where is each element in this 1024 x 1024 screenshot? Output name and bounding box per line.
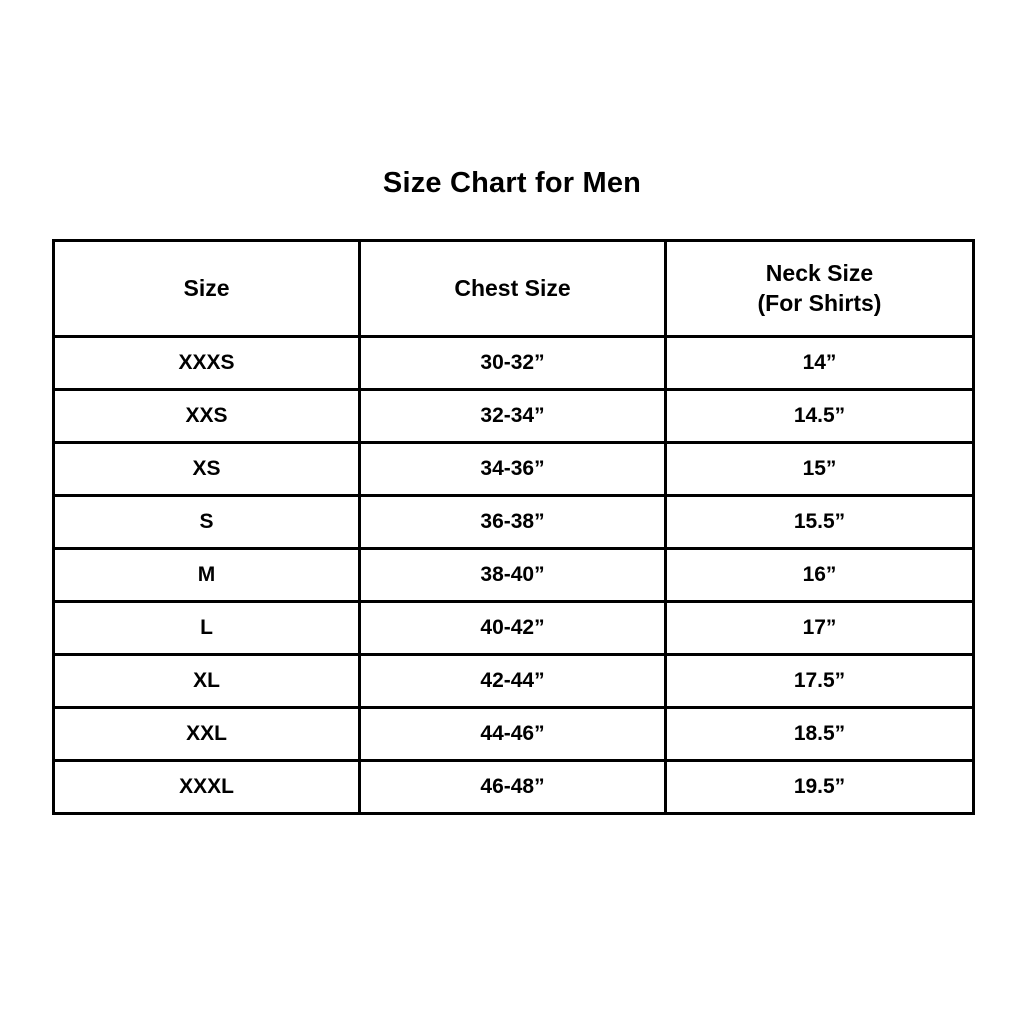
cell-size: XXS (52, 388, 361, 444)
cell-chest: 34-36” (358, 441, 667, 497)
cell-chest: 36-38” (358, 494, 667, 550)
cell-size: XXXS (52, 335, 361, 391)
column-header-size-label: Size (183, 274, 230, 301)
table-row: L 40-42” 17” (52, 600, 975, 656)
cell-neck: 14” (664, 335, 975, 391)
column-header-chest-label: Chest Size (454, 274, 571, 301)
cell-chest: 44-46” (358, 706, 667, 762)
cell-size: XXL (52, 706, 361, 762)
table-row: XXXL 46-48” 19.5” (52, 759, 975, 815)
column-header-size: Size (52, 239, 361, 338)
cell-size: L (52, 600, 361, 656)
cell-neck: 17.5” (664, 653, 975, 709)
table-row: XXXS 30-32” 14” (52, 335, 975, 391)
cell-neck: 18.5” (664, 706, 975, 762)
page-title: Size Chart for Men (382, 167, 642, 199)
column-header-chest: Chest Size (358, 239, 667, 338)
column-header-neck-label: Neck Size (765, 260, 874, 287)
cell-neck: 15.5” (664, 494, 975, 550)
table-row: XXL 44-46” 18.5” (52, 706, 975, 762)
cell-neck: 16” (664, 547, 975, 603)
table-body: XXXS 30-32” 14” XXS 32-34” 14.5” XS 34-3… (52, 335, 975, 815)
size-chart-table-container: Size Chest Size Neck Size (For Shirts) X… (52, 239, 975, 815)
cell-size: XXXL (52, 759, 361, 815)
cell-chest: 30-32” (358, 335, 667, 391)
table-header: Size Chest Size Neck Size (For Shirts) (52, 239, 975, 338)
cell-chest: 38-40” (358, 547, 667, 603)
cell-neck: 19.5” (664, 759, 975, 815)
column-header-neck-sublabel: (For Shirts) (757, 289, 882, 316)
table-row: XL 42-44” 17.5” (52, 653, 975, 709)
cell-chest: 32-34” (358, 388, 667, 444)
cell-size: M (52, 547, 361, 603)
table-row: S 36-38” 15.5” (52, 494, 975, 550)
cell-neck: 14.5” (664, 388, 975, 444)
cell-size: XL (52, 653, 361, 709)
cell-neck: 15” (664, 441, 975, 497)
table-header-row: Size Chest Size Neck Size (For Shirts) (52, 239, 975, 338)
table-row: XXS 32-34” 14.5” (52, 388, 975, 444)
cell-size: XS (52, 441, 361, 497)
table-row: XS 34-36” 15” (52, 441, 975, 497)
size-chart-table: Size Chest Size Neck Size (For Shirts) X… (52, 239, 975, 815)
cell-chest: 40-42” (358, 600, 667, 656)
table-row: M 38-40” 16” (52, 547, 975, 603)
cell-size: S (52, 494, 361, 550)
cell-chest: 42-44” (358, 653, 667, 709)
cell-chest: 46-48” (358, 759, 667, 815)
cell-neck: 17” (664, 600, 975, 656)
column-header-neck: Neck Size (For Shirts) (664, 239, 975, 338)
